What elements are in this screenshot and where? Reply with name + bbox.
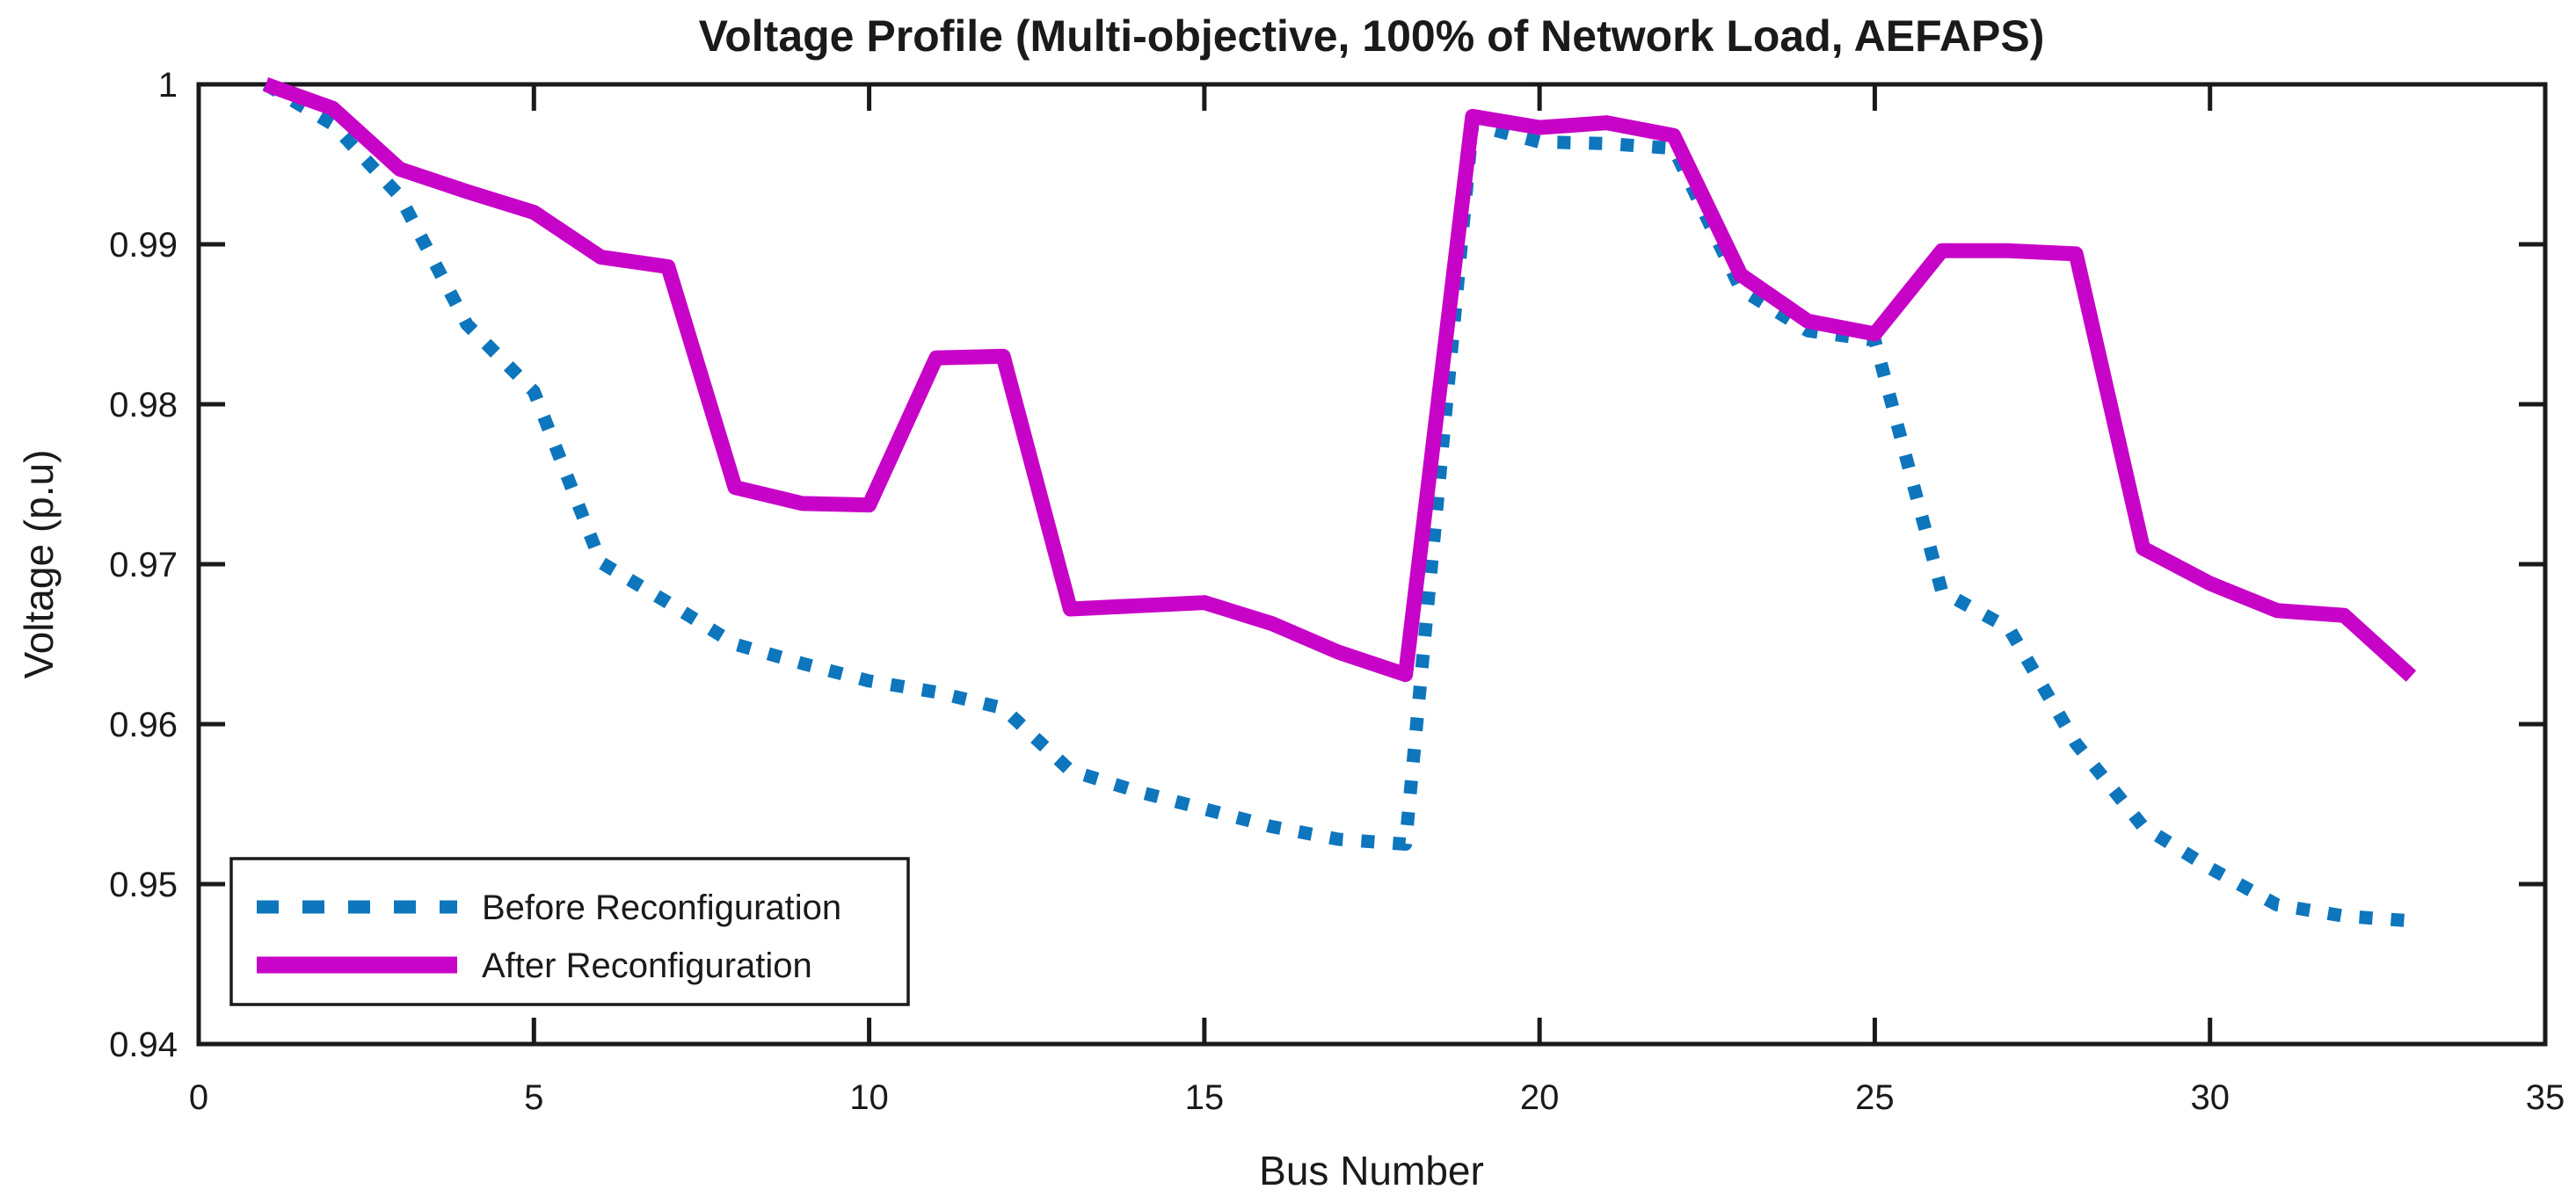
x-tick-label: 35 — [2526, 1078, 2565, 1117]
legend-box — [229, 857, 910, 1006]
y-tick-label: 0.99 — [109, 226, 178, 265]
x-axis-label: Bus Number — [1259, 1148, 1484, 1193]
x-tick-label: 0 — [189, 1078, 208, 1117]
legend-label-after-reconfiguration: After Reconfiguration — [482, 947, 812, 985]
y-tick-label: 0.94 — [109, 1026, 178, 1064]
x-tick-label: 10 — [849, 1078, 889, 1117]
x-tick-label: 20 — [1520, 1078, 1560, 1117]
axis-tick-labels: 0 5 10 15 20 25 30 35 0.94 0.95 0.96 0.97 0.98 0.99 1 — [109, 66, 2565, 1117]
chart-title: Voltage Profile (Multi-objective, 100% o… — [699, 11, 2045, 61]
x-tick-label: 30 — [2190, 1078, 2230, 1117]
y-tick-label: 0.96 — [109, 706, 178, 744]
y-tick-label: 0.98 — [109, 386, 178, 424]
y-tick-label: 0.97 — [109, 546, 178, 584]
legend: Before Reconfiguration After Reconfigurat… — [229, 857, 910, 1006]
data-series — [262, 76, 2417, 928]
axis-ticks — [196, 82, 2548, 1047]
series-line-after-reconfiguration — [263, 76, 2417, 683]
legend-label-before-reconfiguration: Before Reconfiguration — [482, 888, 841, 927]
y-tick-label: 0.95 — [109, 866, 178, 904]
x-tick-label: 5 — [524, 1078, 543, 1117]
x-tick-label: 15 — [1185, 1078, 1225, 1117]
series-line-before-reconfiguration — [262, 78, 2412, 928]
x-tick-label: 25 — [1855, 1078, 1895, 1117]
y-axis-label: Voltage (p.u) — [16, 450, 62, 679]
y-tick-label: 1 — [158, 66, 178, 105]
